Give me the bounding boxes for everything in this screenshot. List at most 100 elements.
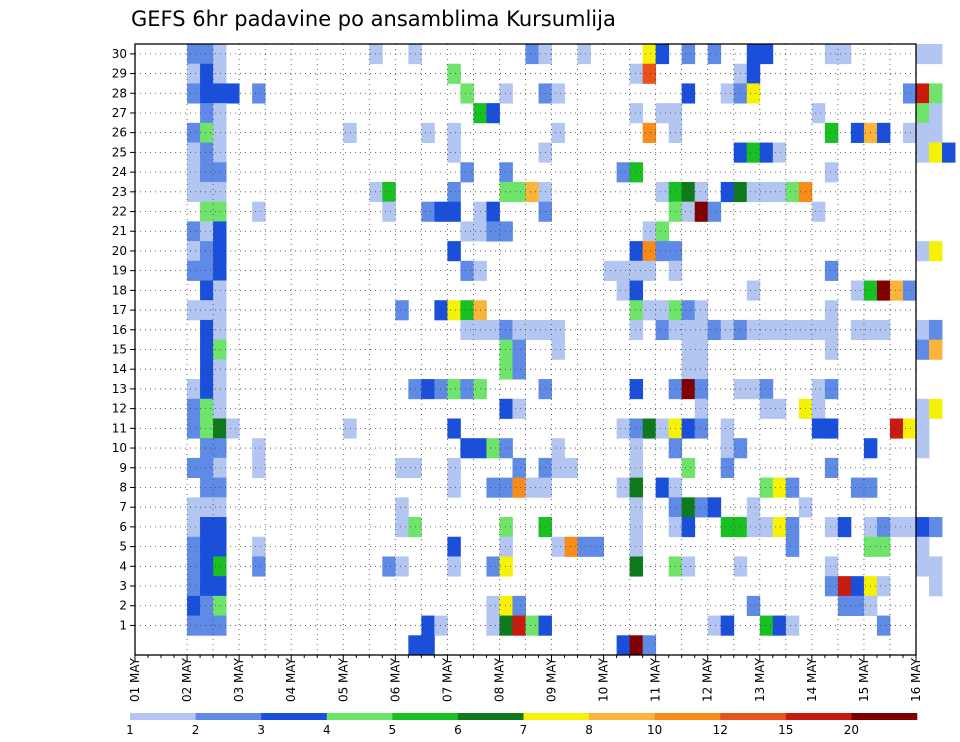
heatmap-cell bbox=[512, 398, 526, 419]
heatmap-cell bbox=[720, 615, 735, 636]
heatmap-cell bbox=[629, 260, 644, 281]
heatmap-cell bbox=[681, 339, 696, 360]
heatmap-cell bbox=[213, 241, 227, 262]
x-tick-label: 01 MAY bbox=[128, 657, 142, 702]
heatmap-cell bbox=[343, 122, 357, 143]
colorbar-label: 10 bbox=[647, 723, 662, 737]
heatmap-cell bbox=[499, 615, 513, 636]
heatmap-cell bbox=[213, 181, 227, 203]
heatmap-cell bbox=[681, 181, 696, 203]
heatmap-cell bbox=[824, 300, 839, 321]
heatmap-cell bbox=[720, 438, 735, 459]
heatmap-cell bbox=[213, 477, 227, 498]
heatmap-cell bbox=[746, 142, 761, 163]
heatmap-cell bbox=[499, 359, 513, 380]
heatmap-cell bbox=[395, 300, 409, 321]
heatmap-cell bbox=[916, 517, 930, 538]
heatmap-cell bbox=[447, 477, 461, 498]
heatmap-cell bbox=[187, 576, 201, 597]
heatmap-cell bbox=[824, 319, 839, 341]
heatmap-cell bbox=[486, 201, 500, 222]
heatmap-cell bbox=[720, 457, 735, 479]
heatmap-cell bbox=[525, 477, 539, 498]
heatmap-cell bbox=[213, 221, 227, 242]
heatmap-cell bbox=[629, 379, 644, 400]
y-tick-label: 26 bbox=[112, 126, 127, 140]
heatmap-cell bbox=[772, 517, 787, 538]
heatmap-cell bbox=[876, 536, 891, 557]
heatmap-cell bbox=[916, 438, 930, 459]
heatmap-cell bbox=[486, 477, 500, 498]
heatmap-cell bbox=[655, 477, 670, 498]
heatmap-cell bbox=[759, 398, 774, 419]
heatmap-cell bbox=[746, 181, 761, 203]
heatmap-cell bbox=[772, 615, 787, 636]
heatmap-cell bbox=[772, 181, 787, 203]
heatmap-cell bbox=[916, 103, 930, 124]
heatmap-cell bbox=[694, 398, 709, 419]
colorbar-swatch bbox=[720, 713, 787, 720]
heatmap-cell bbox=[187, 536, 201, 557]
heatmap-cell bbox=[629, 300, 644, 321]
heatmap-cell bbox=[213, 319, 227, 341]
heatmap-cell bbox=[200, 260, 214, 281]
heatmap-cell bbox=[187, 379, 201, 400]
heatmap-cell bbox=[850, 319, 865, 341]
heatmap-cell bbox=[252, 536, 266, 557]
heatmap-cell bbox=[486, 595, 500, 616]
heatmap-cell bbox=[200, 438, 214, 459]
heatmap-cell bbox=[929, 142, 943, 163]
heatmap-cell bbox=[226, 418, 240, 439]
y-tick-label: 13 bbox=[112, 382, 127, 396]
y-tick-label: 15 bbox=[112, 343, 127, 357]
heatmap-cell bbox=[642, 300, 657, 321]
heatmap-cell bbox=[447, 201, 461, 222]
heatmap-cell bbox=[421, 122, 435, 143]
heatmap-cell bbox=[395, 457, 409, 479]
heatmap-cell bbox=[512, 319, 526, 341]
heatmap-cell bbox=[720, 83, 735, 104]
heatmap-cell bbox=[590, 536, 604, 557]
colorbar-label: 12 bbox=[713, 723, 728, 737]
heatmap-cell bbox=[252, 457, 266, 479]
heatmap-cell bbox=[629, 438, 644, 459]
heatmap-cell bbox=[811, 398, 826, 419]
heatmap-cell bbox=[824, 457, 839, 479]
heatmap-cell bbox=[785, 517, 800, 538]
heatmap-cell bbox=[759, 615, 774, 636]
heatmap-cell bbox=[759, 181, 774, 203]
heatmap-cell bbox=[616, 162, 631, 183]
heatmap-cell bbox=[889, 517, 904, 538]
heatmap-cell bbox=[824, 122, 839, 143]
heatmap-cell bbox=[421, 615, 435, 636]
colorbar-swatch bbox=[589, 713, 655, 720]
heatmap-cell bbox=[252, 556, 266, 577]
heatmap-cell bbox=[916, 418, 930, 439]
heatmap-cell bbox=[577, 44, 591, 65]
heatmap-cell bbox=[642, 241, 657, 262]
heatmap-cell bbox=[655, 181, 670, 203]
heatmap-cell bbox=[876, 576, 891, 597]
heatmap-cell bbox=[772, 142, 787, 163]
y-tick-label: 20 bbox=[112, 244, 127, 258]
heatmap-cell bbox=[421, 201, 435, 222]
heatmap-cell bbox=[187, 517, 201, 538]
heatmap-cell bbox=[447, 63, 461, 84]
heatmap-cell bbox=[499, 181, 513, 203]
heatmap-cell bbox=[642, 221, 657, 242]
heatmap-cell bbox=[369, 44, 383, 65]
heatmap-cell bbox=[447, 300, 461, 321]
heatmap-cell bbox=[902, 517, 917, 538]
heatmap-cell bbox=[929, 556, 943, 577]
colorbar-label: 5 bbox=[388, 723, 396, 737]
x-tick-label: 14 MAY bbox=[805, 657, 819, 702]
heatmap-cell bbox=[824, 556, 839, 577]
heatmap-cell bbox=[200, 477, 214, 498]
heatmap-cell bbox=[200, 83, 214, 104]
x-tick-label: 03 MAY bbox=[232, 657, 246, 702]
y-tick-label: 3 bbox=[119, 579, 127, 593]
heatmap-cell bbox=[434, 615, 448, 636]
heatmap-cell bbox=[200, 142, 214, 163]
x-tick-label: 15 MAY bbox=[857, 657, 871, 702]
heatmap-cell bbox=[929, 44, 943, 65]
